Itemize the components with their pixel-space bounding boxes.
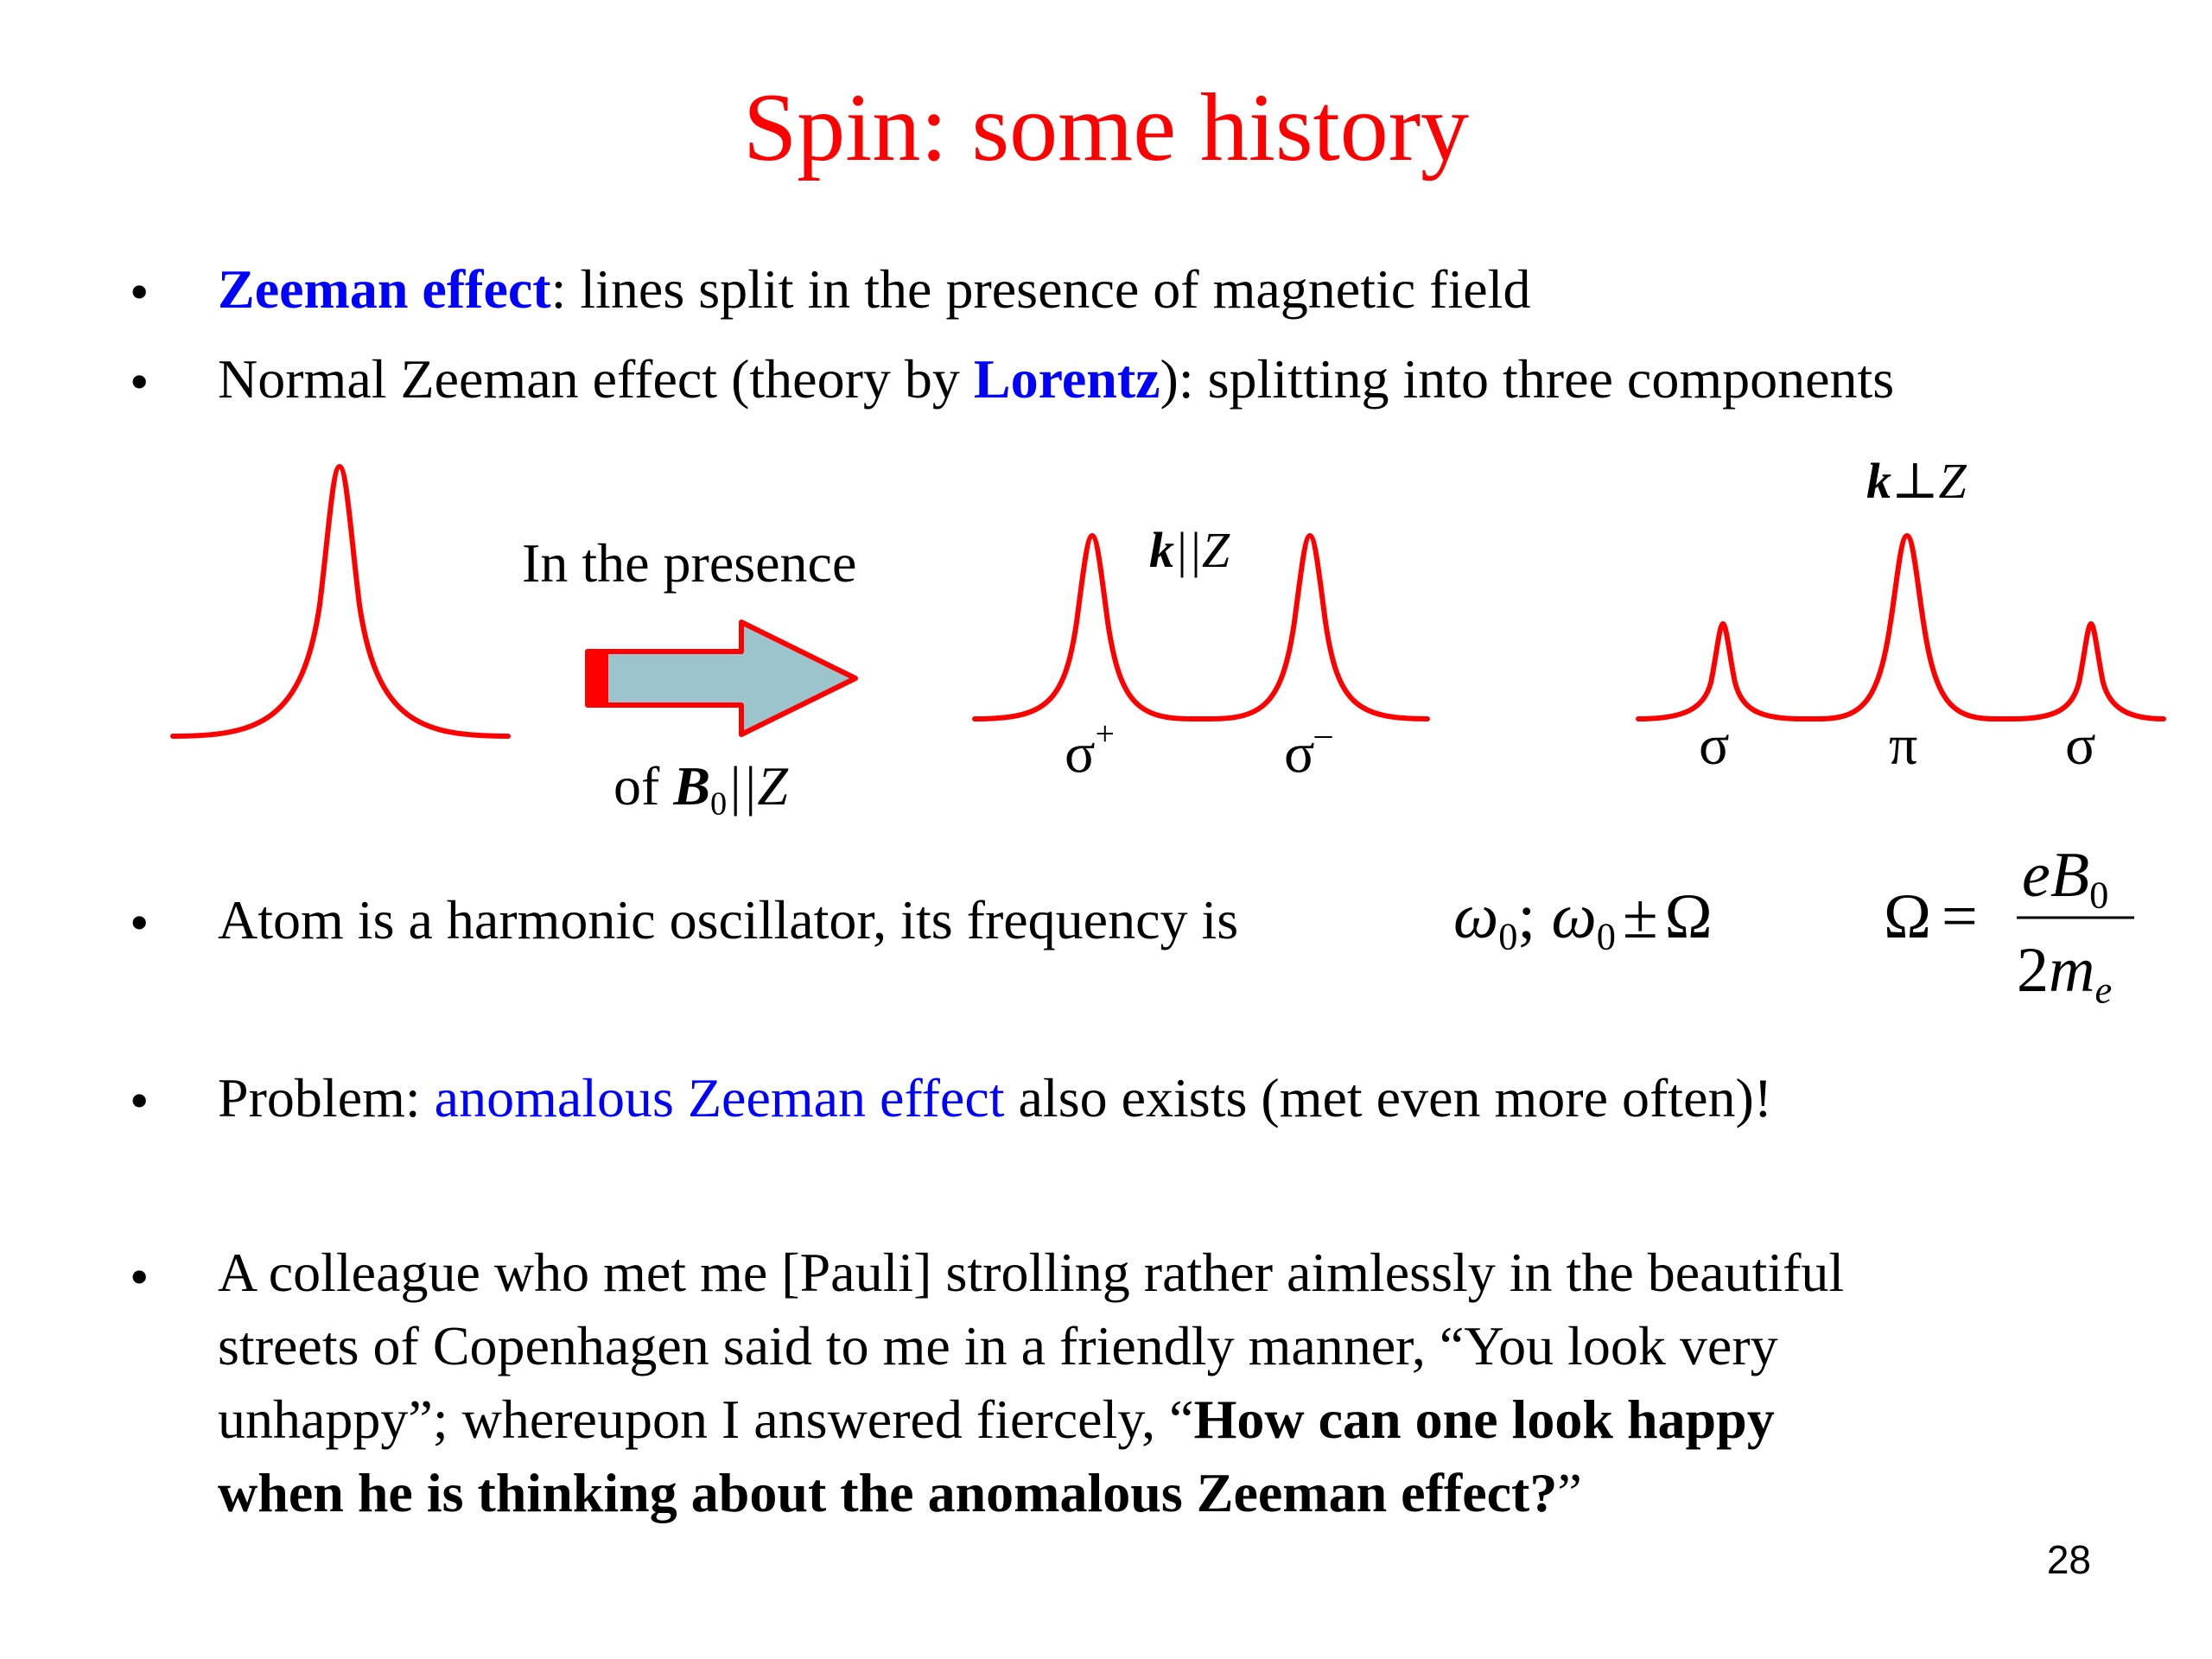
omega-definition-lhs: Ω =	[1884, 885, 1978, 949]
fraction-denominator: 2me	[2017, 938, 2112, 1009]
quote-line-3: unhappy”; whereupon I answered fiercely,…	[218, 1382, 2119, 1456]
quote-bold-text: when he is thinking about the anomalous …	[218, 1462, 1558, 1523]
denominator-sub: e	[2094, 968, 2113, 1012]
denominator-m: m	[2049, 935, 2095, 1006]
perp-sigma-right-label: σ	[2065, 714, 2096, 777]
formula-separator: ;	[1517, 881, 1552, 952]
bullet-marker: •	[130, 351, 149, 412]
sigma-minus-sup: –	[1314, 715, 1332, 753]
perp-sigma-left-label: σ	[1699, 714, 1730, 777]
k-perp-rest: ⊥Z	[1891, 453, 1967, 509]
sigma-plus-symbol: σ	[1065, 721, 1096, 785]
arrow-label-bottom: of B0||Z	[613, 759, 788, 821]
arrow-label-of: of	[613, 755, 674, 817]
arrow-label-sub: 0	[710, 785, 728, 823]
quote-line-1: A colleague who met me [Pauli] strolling…	[218, 1242, 1845, 1303]
k-perp-k: k	[1866, 453, 1891, 509]
sigma-plus-sup: +	[1095, 715, 1115, 753]
anomalous-zeeman-highlight: anomalous Zeeman effect	[434, 1067, 1005, 1128]
quote-line-4: when he is thinking about the anomalous …	[218, 1456, 2119, 1529]
bullet-text: ): splitting into three components	[1160, 348, 1895, 410]
pauli-quote: A colleague who met me [Pauli] strolling…	[218, 1236, 2119, 1529]
denominator-2: 2	[2017, 935, 2049, 1006]
k-perpendicular-label: k⊥Z	[1866, 456, 1967, 506]
omega-sub: 0	[1596, 914, 1616, 958]
numerator-sub: 0	[2089, 873, 2109, 917]
omega-symbol: ω	[1551, 881, 1597, 952]
k-parallel-label: k||Z	[1149, 525, 1230, 575]
k-perpendicular-curve	[1636, 533, 2166, 721]
arrow-icon	[585, 620, 858, 737]
bullet-text: : lines split in the presence of magneti…	[550, 258, 1531, 320]
arrow-label-b: B	[673, 755, 710, 817]
perp-pi-label: π	[1889, 714, 1918, 777]
bullet-normal-zeeman: Normal Zeeman effect (theory by Lorentz)…	[218, 346, 1894, 413]
bullet-zeeman-effect: Zeeman effect: lines split in the presen…	[218, 256, 1530, 323]
lorentz-highlight: Lorentz	[973, 348, 1160, 410]
page-number: 28	[2046, 1537, 2091, 1582]
plus-minus-symbol: ±	[1622, 881, 1658, 952]
bullet-marker: •	[130, 892, 149, 953]
bullet-text: also exists (met even more often)!	[1004, 1067, 1773, 1128]
bullet-marker: •	[130, 1070, 149, 1131]
bullet-text: Normal Zeeman effect (theory by	[218, 348, 974, 410]
bullet-harmonic-oscillator: Atom is a harmonic oscillator, its frequ…	[218, 889, 1239, 950]
bullet-anomalous-problem: Problem: anomalous Zeeman effect also ex…	[218, 1065, 1772, 1132]
arrow-label-z: ||Z	[727, 755, 788, 817]
quote-text: ”	[1557, 1462, 1582, 1523]
frequency-formula: ω0; ω0 ± Ω	[1453, 885, 1713, 956]
bullet-marker: •	[130, 1246, 149, 1307]
omega-sub: 0	[1498, 914, 1518, 958]
k-parallel-k: k	[1149, 522, 1174, 578]
equals-symbol: =	[1942, 881, 1978, 952]
sigma-plus-label: σ+	[1065, 715, 1115, 785]
sigma-minus-symbol: σ	[1284, 721, 1315, 785]
bullet-text: Problem:	[218, 1067, 435, 1128]
fraction-numerator: eB0	[2022, 843, 2108, 914]
omega-symbol: ω	[1453, 881, 1499, 952]
arrow-label-top: In the presence	[522, 532, 857, 594]
quote-line-2: streets of Copenhagen said to me in a fr…	[218, 1315, 1778, 1376]
k-parallel-rest: ||Z	[1174, 522, 1230, 578]
sigma-minus-label: σ–	[1284, 715, 1332, 785]
numerator-e: e	[2022, 840, 2050, 911]
bullet-marker: •	[130, 261, 149, 322]
slide-title: Spin: some history	[742, 74, 1470, 181]
unsplit-line-curve	[170, 464, 511, 739]
quote-bold-text: How can one look happy	[1193, 1389, 1775, 1450]
zeeman-effect-highlight: Zeeman effect	[218, 258, 551, 320]
omega-capital-symbol: Ω	[1884, 881, 1931, 952]
quote-text: unhappy”; whereupon I answered fiercely,…	[218, 1389, 1194, 1450]
omega-capital-symbol: Ω	[1664, 881, 1713, 952]
numerator-b: B	[2050, 840, 2090, 911]
